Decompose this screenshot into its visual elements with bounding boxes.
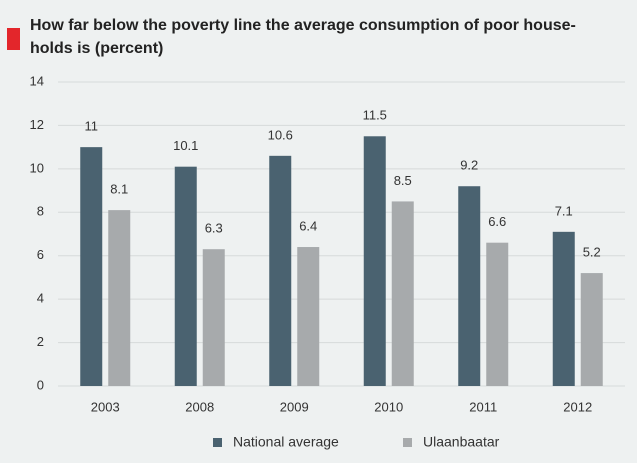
- value-label: 10.1: [173, 138, 198, 153]
- bar: [269, 155, 292, 386]
- bar: [486, 242, 509, 386]
- bar: [174, 166, 197, 386]
- value-label: 6.4: [299, 218, 317, 233]
- bar: [108, 210, 131, 386]
- value-label: 10.6: [268, 127, 293, 142]
- value-label: 8.5: [394, 173, 412, 188]
- title-marker: [7, 28, 20, 50]
- bar: [580, 273, 603, 386]
- y-tick-label: 2: [37, 334, 44, 349]
- y-tick-label: 10: [30, 160, 44, 175]
- value-label: 8.1: [110, 182, 128, 197]
- chart-title: holds is (percent): [30, 40, 163, 57]
- value-label: 11: [85, 119, 99, 134]
- bar: [458, 186, 481, 386]
- bar: [391, 201, 414, 386]
- y-tick-label: 8: [37, 204, 44, 219]
- bar: [80, 147, 103, 386]
- chart-title: How far below the poverty line the avera…: [30, 17, 576, 34]
- bar: [363, 136, 386, 386]
- legend-label: National average: [233, 434, 339, 450]
- legend-label: Ulaanbaatar: [423, 434, 500, 450]
- legend-swatch: [403, 438, 412, 447]
- y-tick-label: 14: [30, 73, 44, 88]
- value-label: 6.3: [205, 221, 223, 236]
- x-tick-label: 2011: [469, 399, 497, 414]
- bar: [202, 249, 225, 386]
- x-tick-label: 2003: [91, 399, 120, 414]
- bar: [297, 247, 320, 386]
- x-tick-label: 2008: [185, 399, 214, 414]
- value-label: 11.5: [363, 108, 387, 123]
- legend-swatch: [213, 438, 222, 447]
- y-tick-label: 0: [37, 377, 44, 392]
- bar: [552, 231, 575, 386]
- value-label: 7.1: [555, 203, 573, 218]
- y-tick-label: 4: [37, 291, 44, 306]
- value-label: 6.6: [488, 214, 506, 229]
- x-tick-label: 2010: [374, 399, 403, 414]
- value-label: 9.2: [460, 158, 478, 173]
- x-tick-label: 2009: [280, 399, 309, 414]
- y-tick-label: 6: [37, 247, 44, 262]
- y-tick-label: 12: [30, 117, 44, 132]
- x-tick-label: 2012: [563, 399, 592, 414]
- value-label: 5.2: [583, 245, 601, 260]
